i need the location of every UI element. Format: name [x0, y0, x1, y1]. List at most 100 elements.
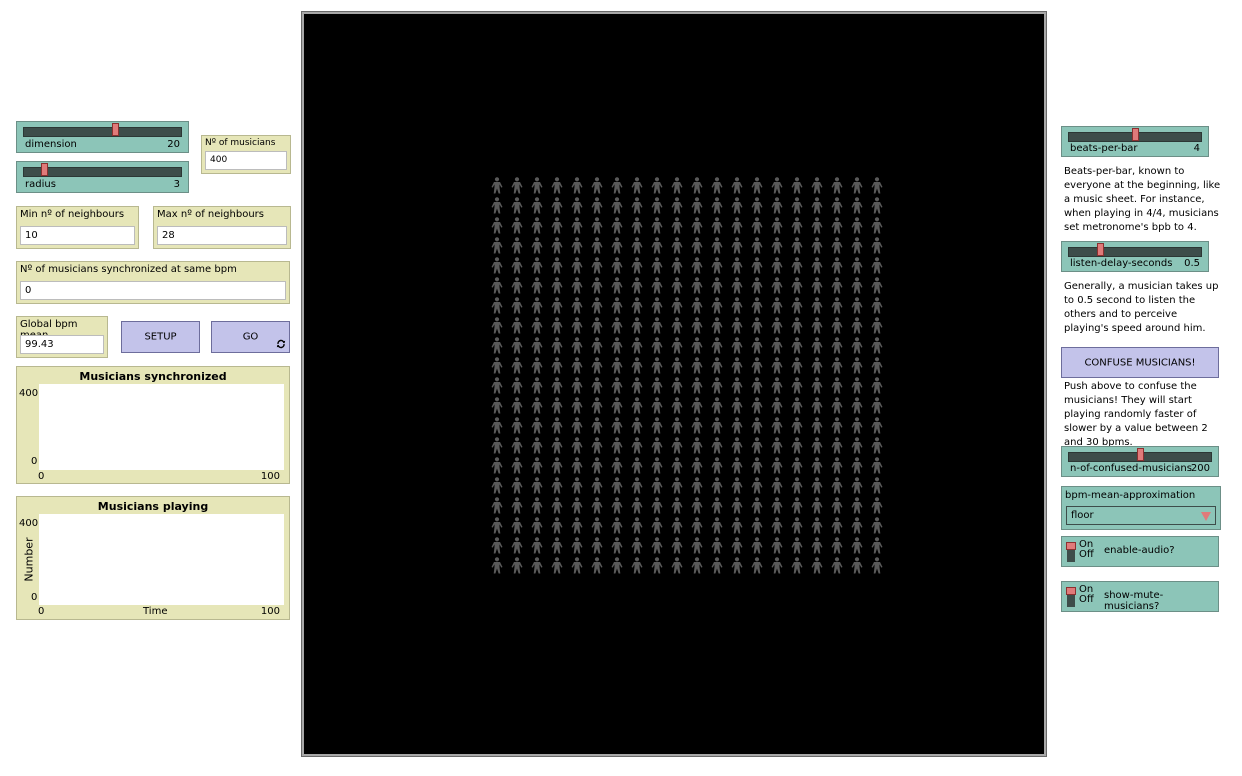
person-icon	[851, 397, 863, 414]
person-icon	[791, 277, 803, 294]
person-icon	[611, 417, 623, 434]
person-icon	[591, 477, 603, 494]
person-icon	[831, 477, 843, 494]
person-icon	[751, 277, 763, 294]
confuse-note: Push above to confuse the musicians! The…	[1064, 381, 1208, 448]
setup-button-label: SETUP	[144, 331, 177, 343]
show-mute-musicians-switch[interactable]: On Off show-mute-musicians?	[1061, 581, 1219, 612]
person-icon	[691, 297, 703, 314]
person-icon	[811, 237, 823, 254]
person-icon	[611, 457, 623, 474]
enable-audio-switch[interactable]: On Off enable-audio?	[1061, 536, 1219, 567]
person-icon	[571, 537, 583, 554]
person-icon	[571, 457, 583, 474]
person-icon	[811, 217, 823, 234]
person-icon	[491, 277, 503, 294]
slider-label: radius	[25, 179, 56, 190]
person-icon	[531, 237, 543, 254]
person-icon	[591, 457, 603, 474]
person-icon	[631, 277, 643, 294]
person-icon	[811, 517, 823, 534]
slider-track[interactable]	[23, 127, 182, 137]
person-icon	[731, 357, 743, 374]
chooser-value: floor	[1071, 510, 1094, 521]
person-icon	[671, 237, 683, 254]
person-icon	[551, 317, 563, 334]
listen-delay-slider[interactable]: listen-delay-seconds 0.5	[1061, 241, 1209, 272]
slider-track[interactable]	[1068, 247, 1202, 257]
person-icon	[491, 537, 503, 554]
person-icon	[871, 557, 883, 574]
person-icon	[731, 457, 743, 474]
slider-label: n-of-confused-musicians	[1070, 463, 1192, 474]
person-icon	[631, 237, 643, 254]
person-icon	[491, 377, 503, 394]
person-icon	[751, 357, 763, 374]
world-view[interactable]	[301, 11, 1047, 757]
person-icon	[771, 217, 783, 234]
chooser-select[interactable]: floor	[1066, 506, 1216, 525]
bpm-mean-approximation-chooser[interactable]: bpm-mean-approximation floor	[1061, 486, 1221, 530]
person-icon	[871, 277, 883, 294]
dropdown-arrow-icon[interactable]	[1201, 512, 1211, 521]
switch-track[interactable]	[1067, 544, 1075, 562]
slider-track[interactable]	[23, 167, 182, 177]
confused-musicians-slider[interactable]: n-of-confused-musicians 200	[1061, 446, 1219, 477]
slider-value: 3	[173, 179, 180, 190]
person-icon	[651, 277, 663, 294]
person-icon	[651, 337, 663, 354]
plot-xmax: 100	[260, 606, 280, 617]
plot-ymin: 0	[31, 456, 38, 467]
slider-knob[interactable]	[40, 163, 48, 176]
person-icon	[871, 457, 883, 474]
slider-label: beats-per-bar	[1070, 143, 1138, 154]
beats-per-bar-slider[interactable]: beats-per-bar 4	[1061, 126, 1209, 157]
person-icon	[831, 377, 843, 394]
plot-area	[39, 384, 284, 470]
person-icon	[671, 457, 683, 474]
person-icon	[751, 297, 763, 314]
person-icon	[771, 497, 783, 514]
person-icon	[591, 437, 603, 454]
person-icon	[751, 437, 763, 454]
radius-slider[interactable]: radius 3	[16, 161, 189, 193]
setup-button[interactable]: SETUP	[121, 321, 200, 353]
slider-knob[interactable]	[1132, 128, 1139, 141]
person-icon	[531, 197, 543, 214]
switch-on-label: On	[1079, 539, 1094, 550]
switch-track[interactable]	[1067, 589, 1075, 607]
go-button[interactable]: GO	[211, 321, 290, 353]
person-icon	[831, 497, 843, 514]
switch-knob[interactable]	[1066, 587, 1076, 595]
person-icon	[511, 237, 523, 254]
person-icon	[811, 557, 823, 574]
person-icon	[531, 337, 543, 354]
person-icon	[651, 557, 663, 574]
slider-knob[interactable]	[1097, 243, 1105, 256]
dimension-slider[interactable]: dimension 20	[16, 121, 189, 153]
person-icon	[651, 377, 663, 394]
person-icon	[871, 417, 883, 434]
person-icon	[711, 417, 723, 434]
person-icon	[651, 457, 663, 474]
switch-knob[interactable]	[1066, 542, 1076, 550]
person-icon	[631, 457, 643, 474]
person-icon	[851, 177, 863, 194]
slider-knob[interactable]	[1137, 448, 1144, 461]
person-icon	[671, 197, 683, 214]
confuse-musicians-button[interactable]: CONFUSE MUSICIANS!	[1061, 347, 1219, 378]
person-icon	[531, 317, 543, 334]
person-icon	[571, 197, 583, 214]
person-icon	[651, 217, 663, 234]
person-icon	[851, 517, 863, 534]
person-icon	[611, 197, 623, 214]
person-icon	[531, 297, 543, 314]
person-icon	[691, 397, 703, 414]
slider-knob[interactable]	[112, 123, 120, 136]
person-icon	[691, 337, 703, 354]
person-icon	[491, 477, 503, 494]
person-icon	[691, 497, 703, 514]
bpm-mean-monitor: Global bpm mean 99.43	[16, 316, 108, 358]
person-icon	[811, 297, 823, 314]
person-icon	[831, 557, 843, 574]
